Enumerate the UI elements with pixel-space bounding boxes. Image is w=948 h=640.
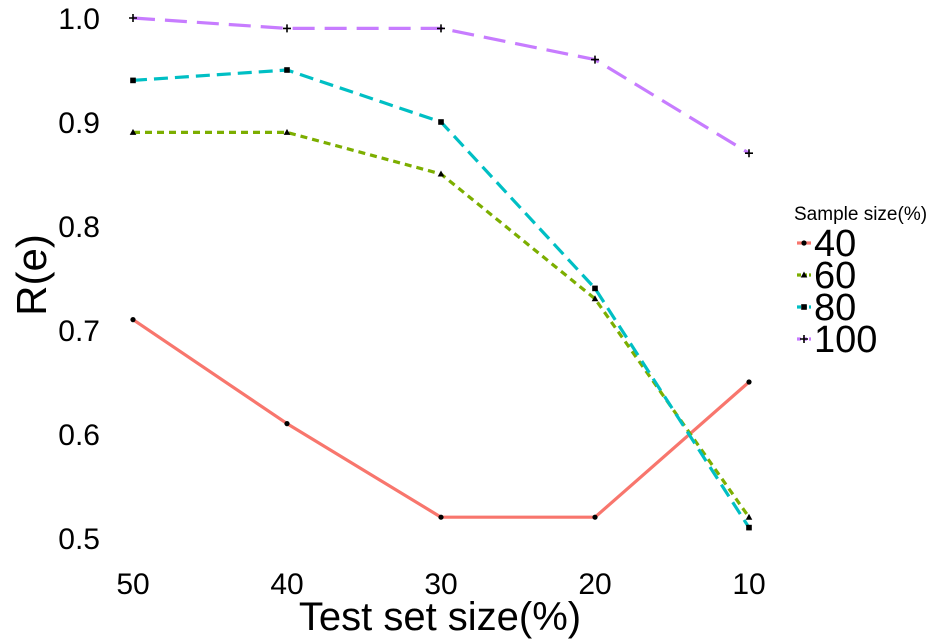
data-point (437, 170, 445, 177)
legend-label: 60 (814, 255, 856, 297)
y-tick-label: 0.8 (58, 211, 100, 244)
plot-area (129, 14, 753, 531)
data-point (746, 524, 752, 531)
x-tick-label: 30 (424, 568, 457, 601)
series-line (132, 68, 751, 529)
legend-item: 100 (797, 319, 877, 361)
y-tick-label: 0.7 (58, 315, 100, 348)
data-point (284, 421, 290, 427)
data-point (283, 24, 291, 33)
series-40 (130, 317, 752, 520)
data-point (801, 240, 807, 246)
data-point (129, 14, 137, 22)
y-tick-label: 0.6 (58, 419, 100, 452)
data-point (130, 77, 136, 84)
series-line (133, 130, 751, 519)
legend-title: Sample size(%) (794, 204, 927, 225)
x-tick-label: 20 (578, 568, 611, 601)
y-tick-label: 1.0 (58, 3, 100, 36)
data-point (438, 119, 444, 125)
legend-item: 60 (797, 255, 856, 297)
data-point (745, 513, 753, 520)
x-axis-ticks: 50 40 30 20 10 (116, 568, 765, 601)
data-point (592, 514, 598, 520)
x-axis-label: Test set size(%) (299, 595, 581, 639)
y-axis-label: R(e) (8, 234, 55, 316)
x-tick-label: 50 (116, 568, 149, 601)
data-point (437, 24, 445, 33)
legend-item: 80 (797, 287, 856, 329)
legend-item: 40 (797, 223, 856, 265)
data-point (745, 149, 753, 158)
data-point (438, 514, 444, 520)
series-80 (130, 67, 752, 531)
data-point (592, 285, 598, 292)
data-point (284, 67, 290, 73)
data-point (591, 55, 599, 64)
legend-label: 80 (814, 287, 856, 329)
x-tick-label: 10 (732, 568, 765, 601)
legend-label: 100 (814, 319, 877, 361)
data-point (129, 128, 137, 135)
y-axis-ticks: 0.5 0.6 0.7 0.8 0.9 1.0 (58, 3, 100, 556)
y-tick-label: 0.5 (58, 523, 100, 556)
data-point (746, 379, 752, 385)
series-60 (129, 128, 753, 520)
y-tick-label: 0.9 (58, 107, 100, 140)
data-point (800, 271, 808, 278)
data-point (283, 128, 291, 135)
data-point (801, 304, 807, 310)
series-100 (129, 14, 753, 158)
legend-label: 40 (814, 223, 856, 265)
series-line (132, 318, 751, 519)
data-point (130, 317, 136, 323)
data-point (591, 295, 599, 302)
series-line (132, 16, 750, 155)
data-point (800, 335, 808, 343)
x-tick-label: 40 (270, 568, 303, 601)
